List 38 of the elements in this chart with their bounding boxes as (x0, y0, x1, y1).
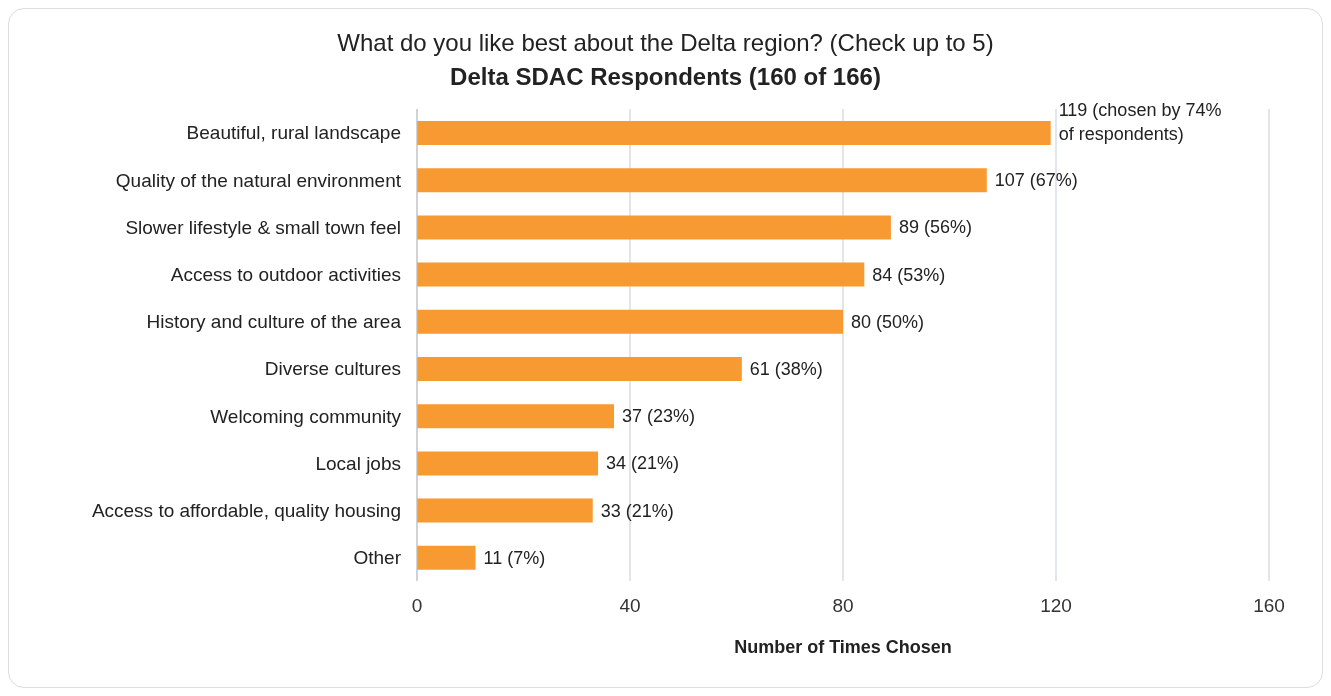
data-label: 119 (chosen by 74% of respondents) (1058, 100, 1222, 144)
y-tick-label: Local jobs (315, 452, 401, 474)
y-tick-label: Slower lifestyle & small town feel (125, 216, 401, 238)
data-label: 89 (56%) (898, 217, 972, 238)
x-tick-label: 120 (1040, 595, 1072, 617)
data-label: 61 (38%) (749, 359, 823, 379)
bar (417, 404, 615, 429)
data-label: 11 (7%) (483, 547, 546, 568)
x-axis-title: Number of Times Chosen (734, 637, 952, 657)
data-label: 80 (50%) (851, 311, 925, 332)
y-tick-label: Access to affordable, quality housing (91, 499, 401, 521)
y-tick-label: Other (353, 547, 402, 569)
data-label: 84 (53%) (872, 264, 946, 285)
bar (417, 451, 599, 476)
x-tick-label: 160 (1253, 595, 1285, 617)
y-tick-label: Welcoming community (210, 405, 402, 427)
bar (417, 215, 891, 240)
x-tick-label: 0 (411, 595, 423, 617)
y-tick-label: Beautiful, rural landscape (186, 122, 401, 144)
bar (417, 357, 742, 381)
bar (417, 262, 865, 287)
y-tick-label: Diverse cultures (264, 358, 401, 380)
bar (417, 121, 1051, 145)
x-tick-label: 40 (619, 595, 641, 617)
data-label: 37 (23%) (622, 406, 696, 427)
bar (417, 545, 476, 570)
chart-title: What do you like best about the Delta region? (Check up to 5) (336, 28, 995, 57)
y-tick-label: Access to outdoor activities (170, 263, 401, 285)
data-label: 107 (67%) (994, 170, 1078, 191)
x-tick-label: 80 (832, 595, 854, 617)
bar (417, 168, 987, 193)
data-label: 34 (21%) (606, 453, 680, 474)
y-tick-label: Quality of the natural environment (115, 169, 402, 191)
chart-subtitle: Delta SDAC Respondents (160 of 166) (449, 63, 882, 91)
bar (417, 309, 843, 334)
y-tick-label: History and culture of the area (146, 311, 402, 333)
data-label: 33 (21%) (600, 500, 674, 521)
bar (417, 498, 593, 523)
